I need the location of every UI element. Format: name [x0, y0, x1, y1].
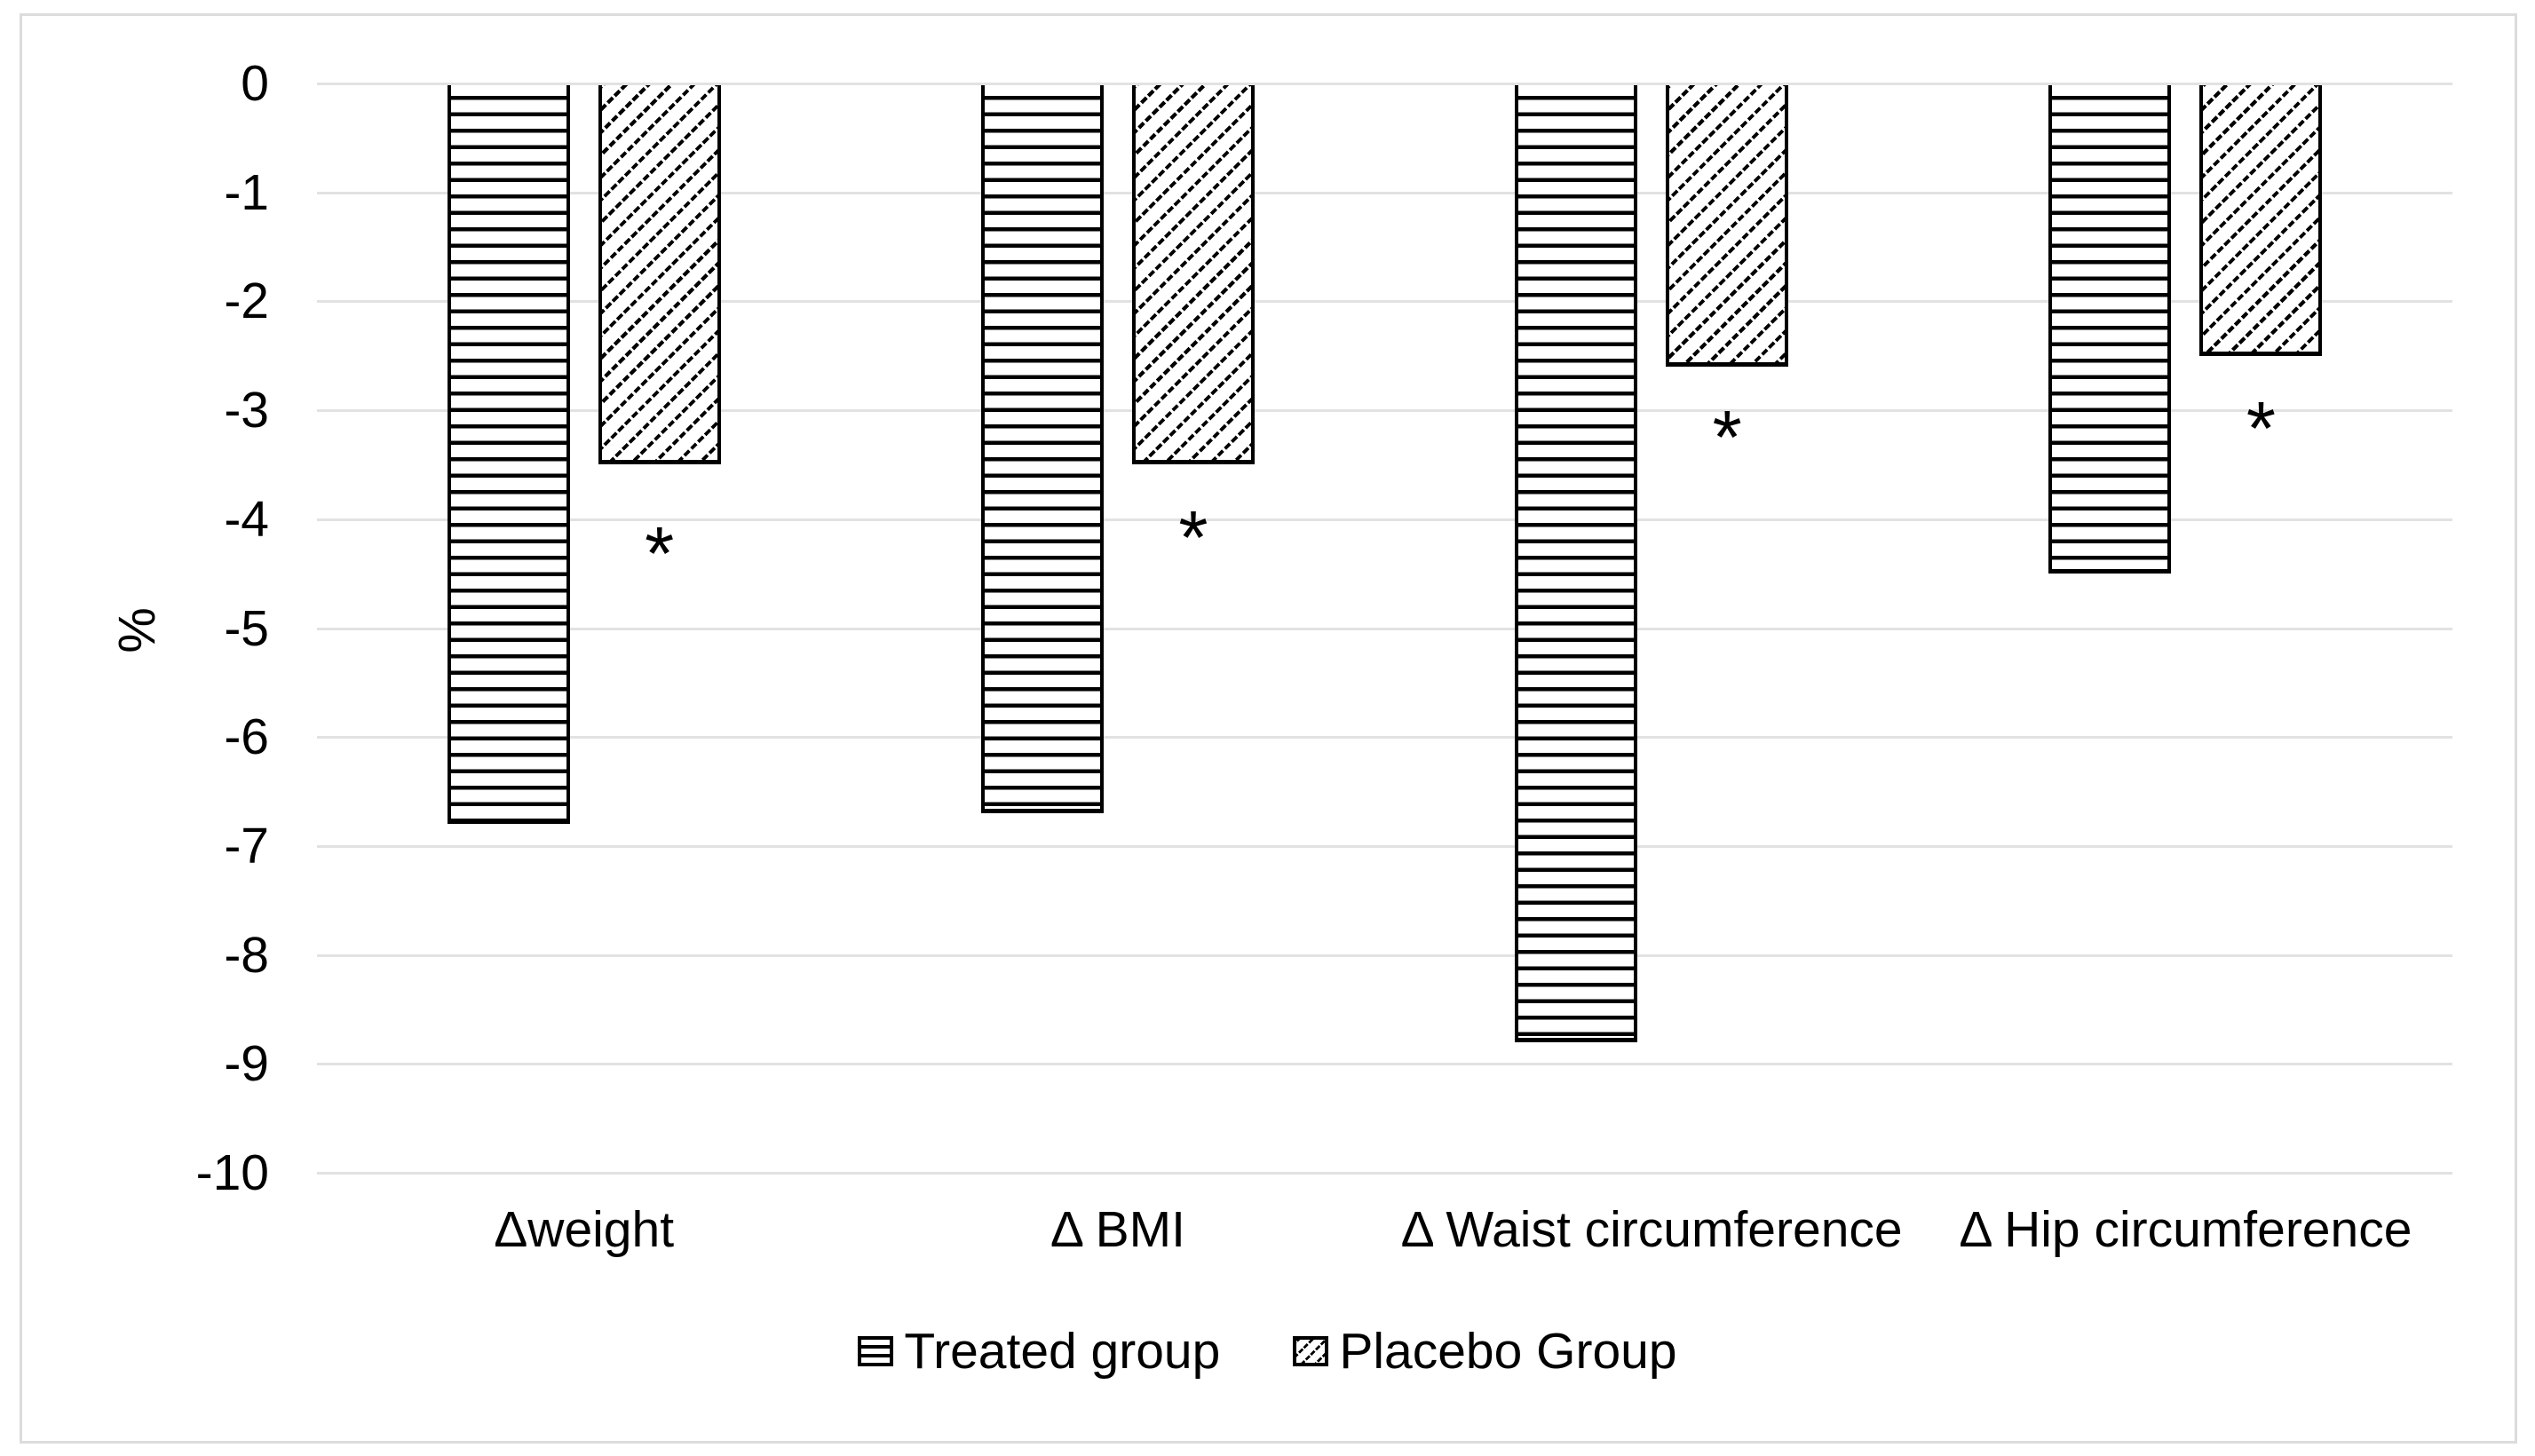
bar-treated-group-waist-circumference — [1515, 83, 1638, 1042]
y-gridline--4 — [317, 518, 2452, 521]
bar-treated-group-hip-circumference — [2048, 83, 2172, 574]
y-tick-label--8: -8 — [224, 926, 269, 984]
bar-treated-group-weight — [447, 83, 570, 824]
y-tick-label--5: -5 — [224, 599, 269, 657]
x-category-label-weight: Δweight — [494, 1201, 675, 1258]
y-tick-label--2: -2 — [224, 273, 269, 330]
y-gridline--7 — [317, 844, 2452, 848]
y-gridline--6 — [317, 736, 2452, 740]
y-tick-label--4: -4 — [224, 490, 269, 548]
y-tick-label--7: -7 — [224, 817, 269, 874]
y-tick-label-0: 0 — [241, 55, 269, 112]
legend-swatch-diagonal-hatch-icon — [1293, 1336, 1329, 1366]
significance-asterisk-1: * — [645, 512, 675, 597]
legend-swatch-horizontal-lines-icon — [858, 1336, 894, 1366]
significance-asterisk-3: * — [1712, 396, 1742, 481]
y-gridline--9 — [317, 1063, 2452, 1066]
y-tick-label--1: -1 — [224, 163, 269, 221]
y-tick-label--3: -3 — [224, 382, 269, 439]
y-gridline-0 — [317, 83, 2452, 85]
y-gridline--1 — [317, 191, 2452, 194]
legend-item-treated-group: Treated group — [858, 1325, 1220, 1378]
legend-label-placebo-group: Placebo Group — [1339, 1323, 1677, 1380]
legend-item-placebo-group: Placebo Group — [1293, 1323, 1677, 1380]
legend-label-treated-group: Treated group — [904, 1323, 1221, 1380]
y-gridline--10 — [317, 1172, 2452, 1175]
bar-placebo-group-weight — [598, 83, 721, 464]
bar-placebo-group-hip-circumference — [2199, 83, 2323, 356]
bar-treated-group-bmi — [980, 83, 1104, 813]
y-tick-label--10: -10 — [195, 1144, 269, 1201]
legend: Treated group Placebo Group — [0, 1325, 2535, 1378]
y-tick-label--9: -9 — [224, 1035, 269, 1093]
bar-placebo-group-waist-circumference — [1666, 83, 1789, 367]
y-tick-label--6: -6 — [224, 708, 269, 766]
y-gridline--8 — [317, 954, 2452, 957]
y-gridline--2 — [317, 300, 2452, 304]
y-gridline--5 — [317, 627, 2452, 630]
bar-placebo-group-bmi — [1131, 83, 1255, 464]
x-category-label-hip-circumference: Δ Hip circumference — [1959, 1201, 2412, 1258]
x-category-label-waist-circumference: Δ Waist circumference — [1400, 1201, 1903, 1258]
y-gridline--3 — [317, 409, 2452, 413]
significance-asterisk-4: * — [2246, 387, 2276, 472]
significance-asterisk-2: * — [1178, 495, 1208, 581]
x-category-label-bmi: Δ BMI — [1050, 1201, 1185, 1258]
